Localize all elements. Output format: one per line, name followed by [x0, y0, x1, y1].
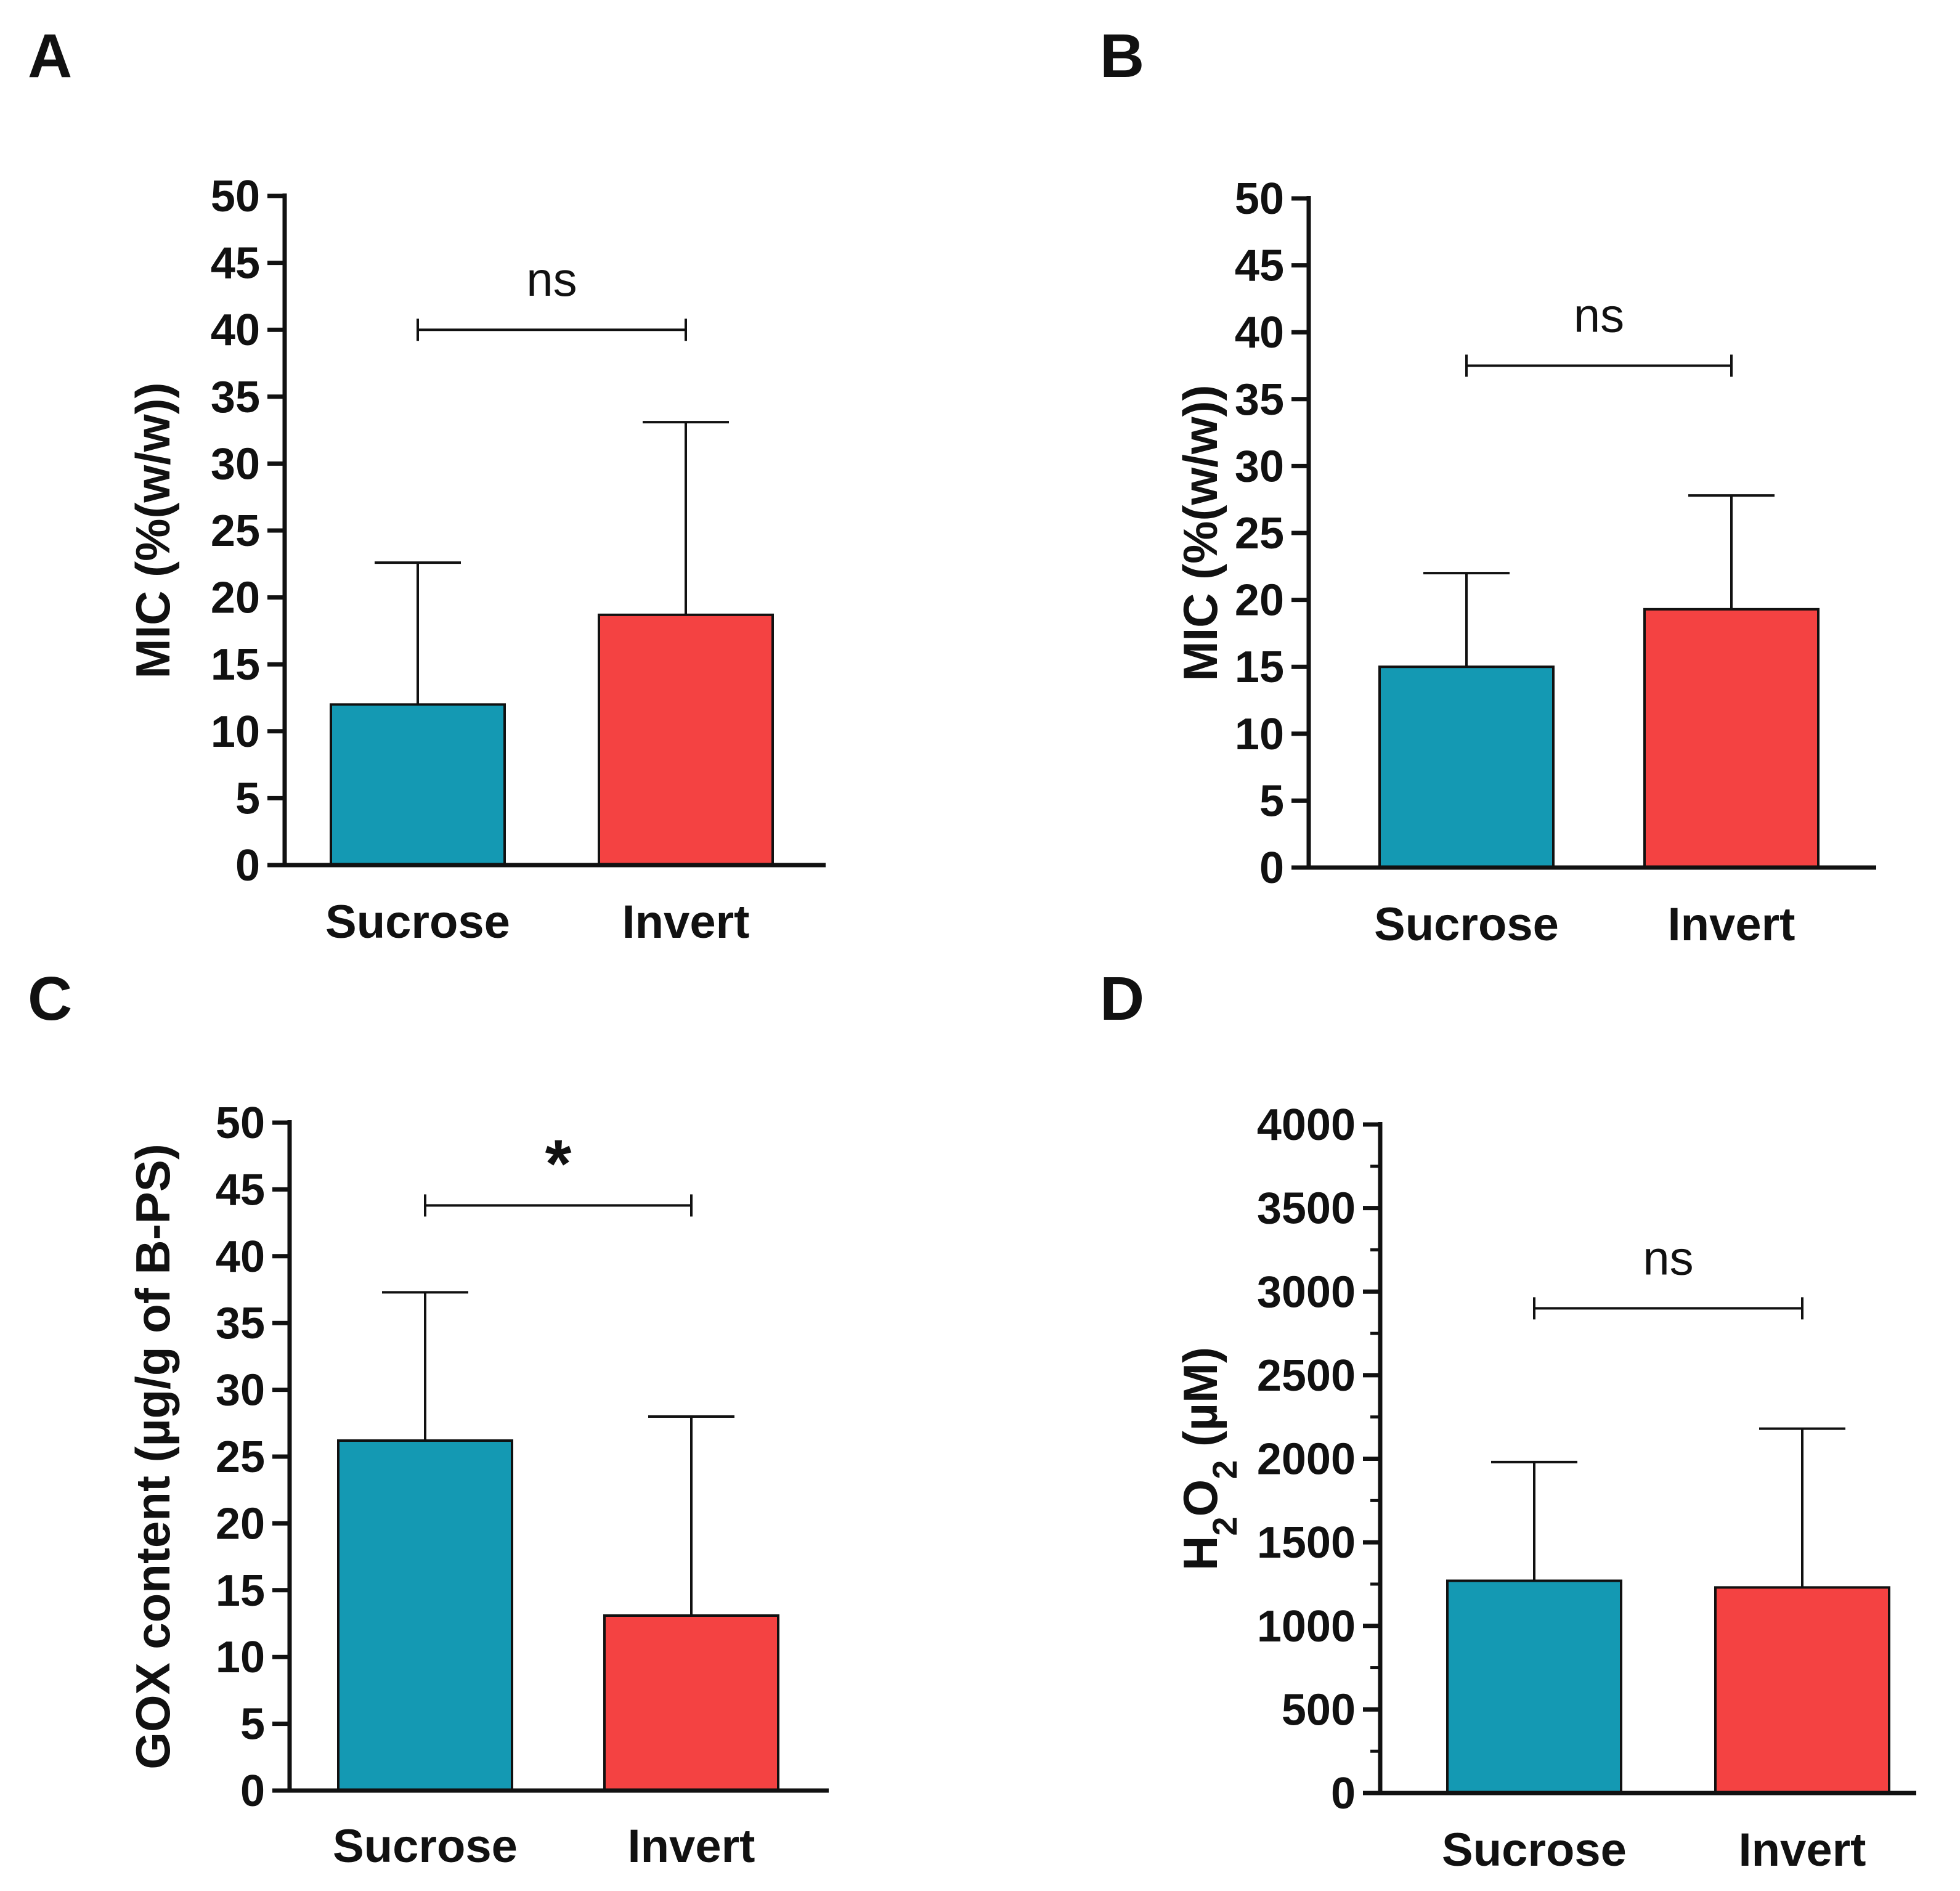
- y-tick-label: 20: [211, 574, 260, 623]
- panel-d: D Sucrose Invert 0 500 1000 1500 2000 2500 3000 35…: [1100, 964, 1916, 1876]
- y-tick-label: 3000: [1257, 1267, 1356, 1317]
- y-axis-title: MIC (%(w/w)): [126, 383, 180, 679]
- y-tick-label: 15: [211, 640, 260, 689]
- axis-title-text: H: [1173, 1536, 1227, 1571]
- panel-a: A Sucrose Invert 0 5 10 15 20 25 30 35 40 45 50 MIC (%…: [28, 22, 826, 948]
- y-tick-label: 5: [235, 774, 260, 823]
- y-tick-label: 40: [211, 306, 260, 355]
- bar-invert: [1643, 608, 1820, 869]
- y-tick-label: 45: [1235, 242, 1284, 291]
- y-tick-label: 1500: [1257, 1518, 1356, 1568]
- y-tick-label: 40: [1235, 308, 1284, 357]
- y-tick-label: 40: [216, 1232, 265, 1282]
- bar-invert: [603, 1614, 779, 1792]
- y-tick-label: 4000: [1257, 1100, 1356, 1150]
- y-tick-label: 35: [1235, 375, 1284, 425]
- bar-sucrose: [337, 1439, 513, 1792]
- y-tick-label: 5: [240, 1700, 265, 1749]
- y-tick-label: 30: [211, 439, 260, 489]
- panel-b: B Sucrose Invert 0 5 10 15 20 25 30 35 40 45 50 MIC (%…: [1100, 22, 1876, 951]
- category-label: Sucrose: [325, 896, 510, 948]
- y-tick-label: 2500: [1257, 1351, 1356, 1401]
- y-axis-title: MIC (%(w/w)): [1173, 385, 1227, 681]
- y-tick-label: 5: [1259, 776, 1284, 826]
- y-tick-label: 30: [216, 1366, 265, 1415]
- panel-c: C Sucrose Invert 0 5 10 15 20 25 30 35 40 45 50 GOX co…: [28, 964, 829, 1873]
- axis-title-subscript: 2: [1205, 1460, 1244, 1479]
- y-tick-label: 50: [216, 1099, 265, 1148]
- y-tick-label: 0: [1331, 1769, 1356, 1818]
- axis-title-text: O: [1173, 1479, 1227, 1517]
- y-tick-label: 20: [216, 1499, 265, 1548]
- y-tick-label: 45: [216, 1165, 265, 1214]
- y-tick-label: 2000: [1257, 1435, 1356, 1484]
- y-tick-label: 0: [1259, 844, 1284, 893]
- y-tick-label: 30: [1235, 442, 1284, 491]
- y-tick-label: 0: [235, 841, 260, 890]
- bar-sucrose: [1446, 1579, 1622, 1794]
- y-tick-label: 0: [240, 1767, 265, 1816]
- y-tick-label: 20: [1235, 576, 1284, 625]
- bar-sucrose: [330, 703, 506, 866]
- bar-invert: [598, 613, 774, 866]
- bar-invert: [1714, 1586, 1890, 1795]
- y-axis-title: GOX content (µg/g of B-PS): [126, 1144, 180, 1770]
- y-tick-label: 25: [216, 1433, 265, 1482]
- category-label: Invert: [622, 896, 750, 948]
- axis-title-subscript: 2: [1205, 1516, 1244, 1535]
- significance-label: ns: [1574, 288, 1624, 343]
- y-tick-label: 35: [216, 1299, 265, 1348]
- y-tick-label: 25: [211, 506, 260, 556]
- category-label: Sucrose: [1442, 1824, 1627, 1876]
- panel-letter: C: [28, 964, 72, 1033]
- y-tick-label: 1000: [1257, 1602, 1356, 1651]
- category-label: Sucrose: [1374, 898, 1559, 951]
- category-label: Invert: [1668, 898, 1795, 951]
- y-tick-label: 15: [216, 1566, 265, 1616]
- significance-label: ns: [1643, 1230, 1693, 1285]
- panel-letter: A: [28, 22, 72, 91]
- y-tick-label: 10: [1235, 710, 1284, 759]
- category-label: Invert: [628, 1820, 755, 1873]
- panel-letter: B: [1100, 22, 1144, 91]
- y-tick-label: 3500: [1257, 1184, 1356, 1234]
- y-tick-label: 50: [211, 172, 260, 221]
- y-tick-label: 50: [1235, 174, 1284, 224]
- y-tick-label: 25: [1235, 509, 1284, 558]
- significance-label: *: [545, 1126, 572, 1202]
- category-label: Invert: [1739, 1824, 1866, 1876]
- significance-label: ns: [526, 252, 577, 306]
- panel-letter: D: [1100, 964, 1144, 1033]
- y-tick-label: 500: [1282, 1685, 1356, 1734]
- y-tick-label: 45: [211, 239, 260, 288]
- y-tick-label: 15: [1235, 643, 1284, 692]
- category-label: Sucrose: [333, 1820, 518, 1873]
- axis-title-text: (µM): [1173, 1347, 1227, 1460]
- y-tick-label: 35: [211, 373, 260, 422]
- y-axis-title: H2O2 (µM): [1173, 1347, 1244, 1571]
- bar-sucrose: [1378, 665, 1555, 869]
- y-tick-label: 10: [216, 1633, 265, 1682]
- y-tick-label: 10: [211, 707, 260, 757]
